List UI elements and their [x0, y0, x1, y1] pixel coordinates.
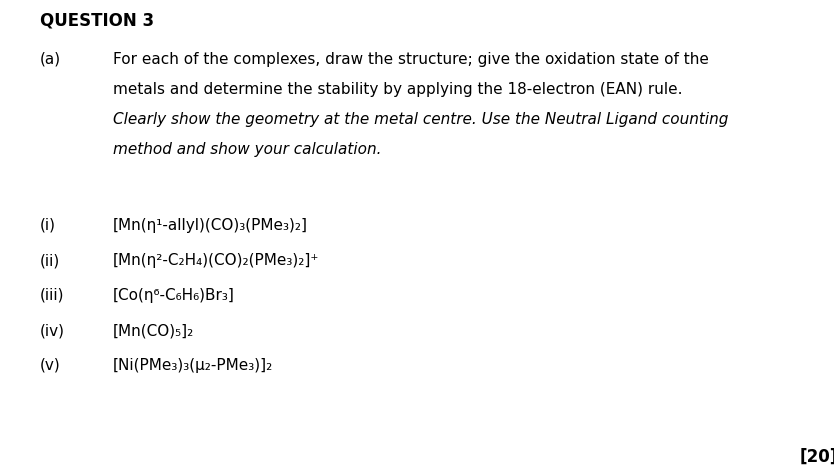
- Text: [Ni(PMe₃)₃(μ₂-PMe₃)]₂: [Ni(PMe₃)₃(μ₂-PMe₃)]₂: [113, 357, 274, 372]
- Text: [Mn(η²-C₂H₄)(CO)₂(PMe₃)₂]⁺: [Mn(η²-C₂H₄)(CO)₂(PMe₃)₂]⁺: [113, 252, 319, 268]
- Text: QUESTION 3: QUESTION 3: [40, 12, 154, 30]
- Text: (iv): (iv): [40, 322, 65, 337]
- Text: [20]: [20]: [800, 447, 834, 465]
- Text: [Mn(η¹-allyl)(CO)₃(PMe₃)₂]: [Mn(η¹-allyl)(CO)₃(PMe₃)₂]: [113, 218, 308, 232]
- Text: (ii): (ii): [40, 252, 60, 268]
- Text: For each of the complexes, draw the structure; give the oxidation state of the: For each of the complexes, draw the stru…: [113, 52, 709, 67]
- Text: Clearly show the geometry at the metal centre. Use the Neutral Ligand counting: Clearly show the geometry at the metal c…: [113, 112, 728, 127]
- Text: [Co(η⁶-C₆H₆)Br₃]: [Co(η⁶-C₆H₆)Br₃]: [113, 288, 235, 302]
- Text: (a): (a): [40, 52, 61, 67]
- Text: method and show your calculation.: method and show your calculation.: [113, 142, 381, 157]
- Text: (i): (i): [40, 218, 56, 232]
- Text: (v): (v): [40, 357, 61, 372]
- Text: [Mn(CO)₅]₂: [Mn(CO)₅]₂: [113, 322, 194, 337]
- Text: (iii): (iii): [40, 288, 64, 302]
- Text: metals and determine the stability by applying the 18-electron (EAN) rule.: metals and determine the stability by ap…: [113, 82, 682, 97]
